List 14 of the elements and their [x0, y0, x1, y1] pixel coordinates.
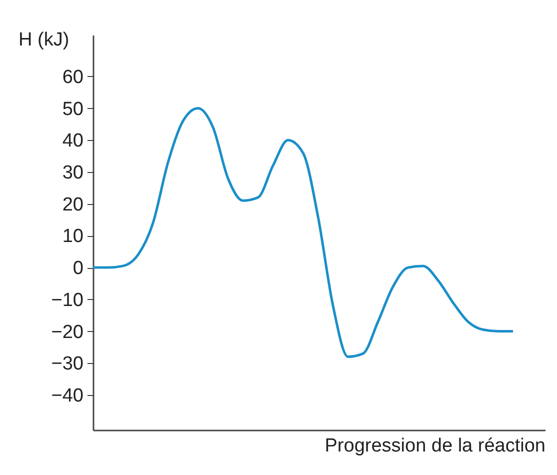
y-tick-label: 60 — [62, 66, 84, 88]
y-tick-label: 30 — [62, 162, 84, 184]
y-tick-label: 0 — [72, 258, 84, 280]
y-tick-label: 50 — [62, 98, 84, 120]
y-tick-label: 10 — [62, 226, 84, 248]
y-axis-title: H (kJ) — [18, 30, 70, 50]
y-tick-label: −40 — [51, 385, 84, 406]
y-tick-label: −10 — [51, 290, 84, 311]
line-series — [92, 107, 514, 358]
y-tick-label: −30 — [51, 354, 84, 375]
y-tick-label: −20 — [51, 322, 84, 343]
x-axis-title: Progression de la réaction — [324, 436, 546, 456]
y-tick-label: 40 — [62, 130, 84, 152]
y-tick-label: 20 — [62, 194, 84, 216]
